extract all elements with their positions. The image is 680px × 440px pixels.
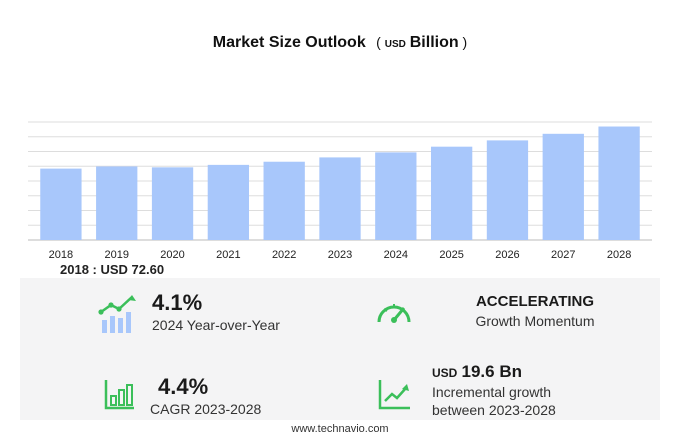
x-tick-2028: 2028: [607, 249, 631, 261]
bar-2026: [486, 140, 529, 240]
x-tick-2024: 2024: [384, 249, 408, 261]
x-tick-2018: 2018: [49, 249, 73, 261]
x-tick-2020: 2020: [160, 249, 184, 261]
base-year-note: 2018 : USD 72.60: [60, 262, 165, 277]
yoy-value: 4.1%: [152, 290, 203, 315]
cagr-value: 4.4%: [158, 374, 209, 399]
title-text: Market Size Outlook: [212, 34, 366, 51]
x-tick-2026: 2026: [495, 249, 519, 261]
bar-chart: 2018 2019 2020 2021 2022 2023 2024 2025 2026 2027…: [28, 121, 652, 261]
bar-2018: [40, 168, 82, 240]
bar-growth-icon: [98, 295, 136, 333]
bar-chart-icon: [104, 380, 134, 410]
bar-2023: [319, 157, 361, 240]
yoy-label: 2024 Year-over-Year: [152, 317, 280, 333]
momentum-value: ACCELERATING: [475, 293, 595, 310]
x-tick-labels: 2018 2019 2020 2021 2022 2023 2024 2025 2026 2027…: [49, 249, 632, 261]
incremental-value-line: USD 19.6 Bn: [432, 362, 632, 383]
bar-2025: [430, 146, 473, 240]
footer-url: www.technavio.com: [291, 423, 389, 435]
speedometer-icon: [377, 304, 411, 323]
incremental-currency: USD: [432, 366, 458, 380]
x-tick-2021: 2021: [216, 249, 240, 261]
bar-2022: [263, 161, 305, 240]
bar-2021: [207, 164, 250, 240]
unit-scale: Billion: [409, 34, 459, 51]
incremental-value: 19.6 Bn: [461, 362, 522, 381]
cagr-label: CAGR 2023-2028: [150, 401, 262, 417]
bar-2027: [542, 133, 584, 240]
momentum-label: Growth Momentum: [475, 313, 595, 329]
bar-2020: [151, 167, 194, 240]
chart-title: Market Size Outlook ( USD Billion ): [0, 34, 680, 52]
bar-2028: [598, 126, 640, 240]
x-tick-2019: 2019: [104, 249, 128, 261]
x-tick-2027: 2027: [551, 249, 575, 261]
incremental-label-1: Incremental growth: [432, 384, 552, 400]
x-tick-2025: 2025: [439, 249, 463, 261]
x-tick-2022: 2022: [272, 249, 296, 261]
chart-bars: [40, 126, 640, 240]
unit-currency: USD: [384, 39, 406, 50]
bar-2019: [96, 166, 138, 240]
bar-2024: [375, 152, 417, 240]
stats-panel: 4.1% 2024 Year-over-Year ACCELERATING Gr…: [20, 278, 660, 420]
line-growth-icon: [378, 380, 410, 410]
title-unit: ( USD Billion ): [376, 34, 468, 51]
x-tick-2023: 2023: [328, 249, 352, 261]
incremental-label-2: between 2023-2028: [432, 402, 556, 418]
